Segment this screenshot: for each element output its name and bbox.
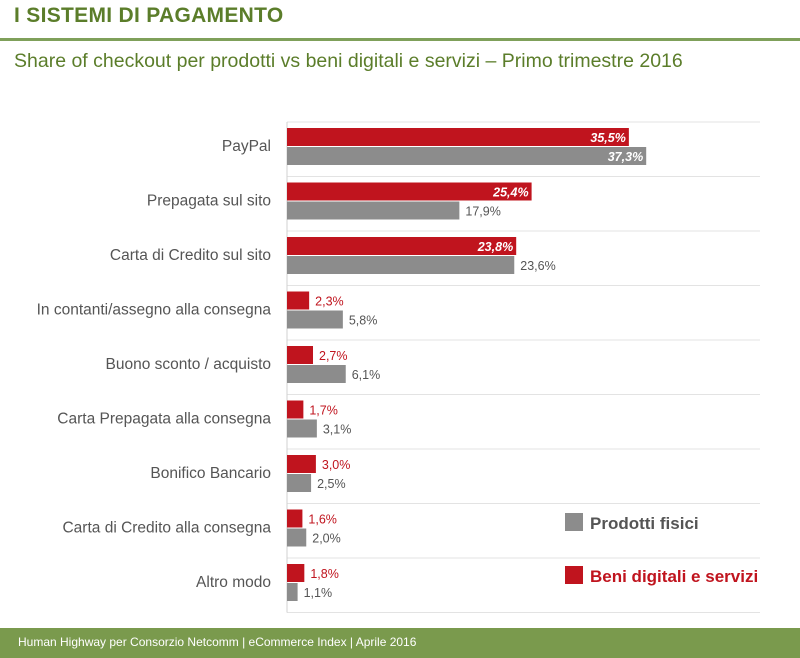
category-label: Carta di Credito sul sito (110, 247, 271, 264)
data-label-physical: 2,0% (312, 532, 341, 546)
bar-digital (287, 291, 310, 310)
category-label: Buono sconto / acquisto (106, 356, 271, 373)
category-label: In contanti/assegno alla consegna (37, 302, 272, 319)
category-label: Bonifico Bancario (150, 465, 271, 482)
data-label-physical: 23,6% (520, 259, 555, 273)
legend-swatch-physical (565, 513, 583, 531)
data-label-digital: 2,7% (319, 349, 348, 363)
bar-physical (287, 256, 515, 274)
header: I SISTEMI DI PAGAMENTO Share of checkout… (0, 0, 800, 92)
category-label: Carta di Credito alla consegna (62, 520, 271, 537)
bar-physical (287, 419, 317, 438)
footer: Human Highway per Consorzio Netcomm | eC… (0, 628, 800, 658)
data-label-digital: 35,5% (590, 131, 625, 145)
data-label-digital: 1,8% (310, 567, 339, 581)
data-label-physical: 17,9% (465, 205, 500, 219)
title-divider (0, 38, 800, 41)
bar-digital (287, 564, 305, 582)
chart-subtitle: Share of checkout per prodotti vs beni d… (14, 50, 683, 72)
bar-physical (287, 310, 343, 329)
data-label-digital: 1,6% (308, 513, 337, 527)
bar-physical (287, 201, 460, 220)
data-label-physical: 37,3% (608, 150, 643, 164)
data-label-digital: 25,4% (492, 186, 528, 200)
category-label: Carta Prepagata alla consegna (57, 411, 271, 428)
bar-digital (287, 400, 304, 419)
category-label: Prepagata sul sito (147, 193, 271, 210)
category-label: PayPal (222, 138, 271, 155)
data-label-digital: 23,8% (477, 240, 513, 254)
data-label-digital: 3,0% (322, 458, 351, 472)
category-label: Altro modo (196, 574, 271, 591)
footer-source: Human Highway per Consorzio Netcomm | eC… (18, 635, 417, 649)
bar-digital (287, 182, 532, 201)
bar-digital (287, 237, 517, 255)
data-label-physical: 2,5% (317, 477, 346, 491)
data-label-physical: 3,1% (323, 423, 352, 437)
legend-label-digital: Beni digitali e servizi (590, 567, 758, 586)
page-title: I SISTEMI DI PAGAMENTO (14, 4, 284, 27)
bar-physical (287, 583, 298, 601)
bar-physical (287, 365, 346, 383)
bar-physical (287, 147, 647, 165)
bar-digital (287, 128, 629, 146)
bar-physical (287, 474, 312, 492)
legend-swatch-digital (565, 566, 583, 584)
bar-digital (287, 455, 316, 473)
bar-physical (287, 528, 307, 547)
data-label-physical: 6,1% (352, 368, 381, 382)
data-label-digital: 2,3% (315, 295, 344, 309)
bar-chart: PayPal 35,5% 37,3% Prepagata sul sito 25,4% 1… (37, 121, 760, 613)
data-label-physical: 5,8% (349, 314, 378, 328)
data-label-physical: 1,1% (304, 586, 333, 600)
data-label-digital: 1,7% (309, 404, 338, 418)
bar-digital (287, 346, 314, 364)
legend-label-physical: Prodotti fisici (590, 514, 699, 533)
bar-digital (287, 509, 303, 528)
